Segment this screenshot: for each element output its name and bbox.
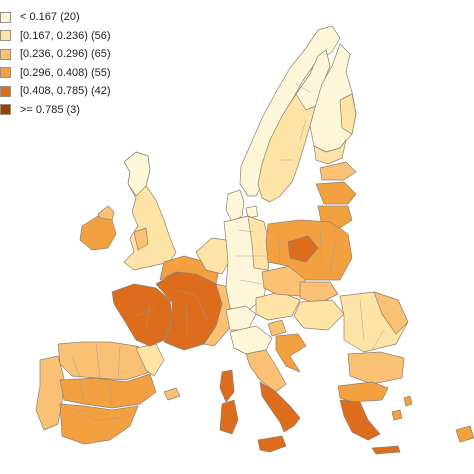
region-estonia xyxy=(319,161,357,181)
region-aegean-islands xyxy=(391,395,413,421)
region-denmark xyxy=(225,189,245,223)
region-crete xyxy=(371,445,401,455)
region-austria xyxy=(255,291,301,321)
legend-item: [0.236, 0.296) (65) xyxy=(0,45,111,64)
legend-label: [0.408, 0.785) (42) xyxy=(20,85,111,98)
legend-swatch xyxy=(0,48,11,60)
legend-label: < 0.167 (20) xyxy=(20,11,80,24)
region-balearics xyxy=(163,387,181,401)
legend-item: [0.167, 0.236) (56) xyxy=(0,27,111,46)
legend-label: [0.236, 0.296) (65) xyxy=(20,48,111,61)
region-slovakia xyxy=(299,281,339,305)
region-scotland xyxy=(123,151,151,197)
region-finland-south xyxy=(313,139,347,165)
region-corsica xyxy=(219,369,235,403)
region-cyprus xyxy=(455,425,474,443)
region-wales xyxy=(133,227,149,251)
region-greece-north xyxy=(337,381,389,403)
region-sardinia xyxy=(219,399,239,435)
region-northern-ireland xyxy=(97,205,115,221)
region-france-west xyxy=(111,283,173,347)
region-bulgaria xyxy=(347,351,405,385)
region-hungary xyxy=(293,299,345,331)
legend-item: >= 0.785 (3) xyxy=(0,101,111,120)
legend-swatch xyxy=(0,67,11,79)
legend-swatch xyxy=(0,11,11,23)
region-spain-central xyxy=(59,373,157,409)
legend-label: [0.296, 0.408) (55) xyxy=(20,66,111,79)
legend-item: [0.296, 0.408) (55) xyxy=(0,64,111,83)
region-spain-south xyxy=(59,403,139,445)
region-slovenia xyxy=(267,319,287,337)
region-croatia xyxy=(275,333,307,373)
legend-label: [0.167, 0.236) (56) xyxy=(20,29,111,42)
legend-item: [0.408, 0.785) (42) xyxy=(0,82,111,101)
legend-swatch xyxy=(0,104,11,116)
region-italy-south xyxy=(259,381,301,433)
legend-swatch xyxy=(0,85,11,97)
region-italy-central xyxy=(245,349,287,393)
region-sicily xyxy=(257,435,287,453)
region-north-sweden xyxy=(295,49,331,111)
region-poland-central xyxy=(287,235,319,263)
region-germany-east xyxy=(247,215,271,271)
legend-item: < 0.167 (20) xyxy=(0,8,111,27)
region-latvia xyxy=(315,181,357,205)
region-greece-south xyxy=(339,399,381,441)
region-switzerland xyxy=(225,305,257,331)
region-romania-east xyxy=(373,291,409,335)
region-denmark-islands xyxy=(245,205,259,219)
region-portugal xyxy=(35,355,65,431)
map-legend: < 0.167 (20) [0.167, 0.236) (56) [0.236,… xyxy=(0,8,111,119)
region-ireland xyxy=(79,215,117,251)
legend-label: >= 0.785 (3) xyxy=(20,103,80,116)
region-finland-east xyxy=(339,93,357,135)
legend-swatch xyxy=(0,30,11,42)
